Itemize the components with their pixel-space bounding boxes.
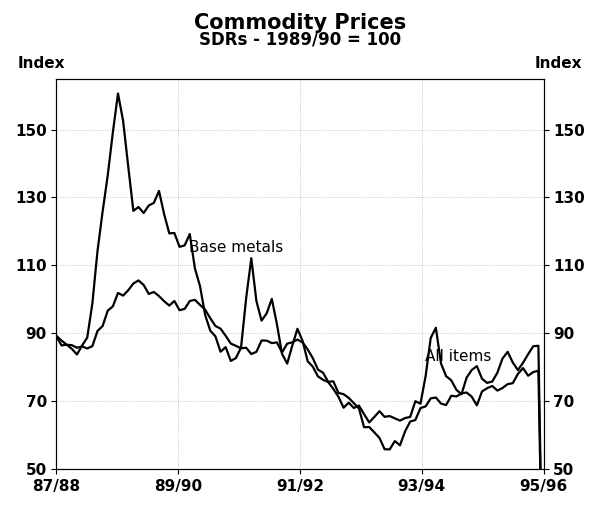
- Text: Index: Index: [17, 56, 65, 71]
- Text: Index: Index: [535, 56, 583, 71]
- Text: Commodity Prices: Commodity Prices: [194, 13, 406, 33]
- Text: Base metals: Base metals: [189, 240, 283, 255]
- Text: SDRs - 1989/90 = 100: SDRs - 1989/90 = 100: [199, 31, 401, 48]
- Text: All items: All items: [425, 349, 491, 363]
